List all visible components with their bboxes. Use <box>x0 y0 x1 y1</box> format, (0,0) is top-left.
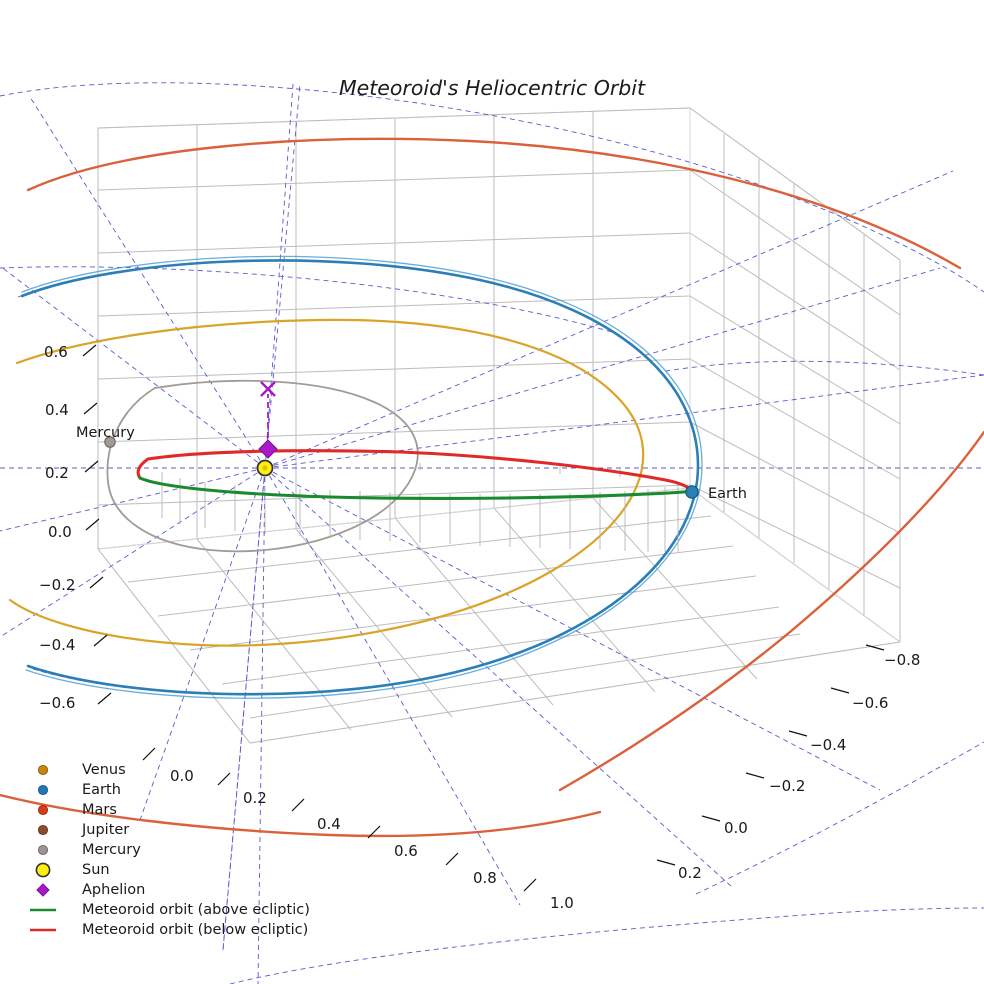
y-axis-tick-labels: −0.8 −0.6 −0.4 −0.2 0.0 0.2 <box>678 651 920 882</box>
z-tick-label-0: 0.6 <box>44 343 68 361</box>
legend-item-aphelion[interactable]: Aphelion <box>36 882 145 898</box>
x-tick-label-1: 0.2 <box>243 789 267 807</box>
y-tick-label-5: 0.2 <box>678 864 702 882</box>
aphelion-projection-connector <box>260 381 276 448</box>
z-tick-label-2: 0.2 <box>45 464 69 482</box>
sun-marker[interactable] <box>256 459 274 477</box>
legend-item-mars[interactable]: Mars <box>37 802 117 818</box>
legend-item-meteoroid-orbit-below-ecliptic[interactable]: Meteoroid orbit (below ecliptic) <box>30 922 308 938</box>
z-tick-label-1: 0.4 <box>45 401 69 419</box>
meteoroid-orbit-below-ecliptic <box>136 449 694 493</box>
legend-item-label: Sun <box>82 862 110 878</box>
radial-helper-lines <box>0 82 984 984</box>
y-tick-label-0: −0.8 <box>884 651 920 669</box>
mercury-marker[interactable] <box>104 436 116 448</box>
legend-item-mercury[interactable]: Mercury <box>37 842 141 858</box>
legend-dot-swatch <box>37 824 49 836</box>
legend-item-label: Venus <box>82 762 126 778</box>
z-tick-label-4: −0.2 <box>39 576 75 594</box>
x-axis-tick-labels: 0.0 0.2 0.4 0.6 0.8 1.0 <box>170 767 574 912</box>
orbit-mercury <box>106 379 419 553</box>
legend-dot-swatch <box>35 862 51 878</box>
x-tick-label-2: 0.4 <box>317 815 341 833</box>
earth-label: Earth <box>708 486 747 502</box>
y-tick-label-1: −0.6 <box>852 694 888 712</box>
z-tick-label-6: −0.6 <box>39 694 75 712</box>
z-axis-tick-labels: 0.6 0.4 0.2 0.0 −0.2 −0.4 −0.6 <box>39 343 75 712</box>
y-tick-label-3: −0.2 <box>769 777 805 795</box>
legend-dot-swatch <box>37 804 49 816</box>
legend-item-label: Earth <box>82 782 121 798</box>
axis-tickmarks <box>82 344 885 892</box>
x-tick-label-5: 1.0 <box>550 894 574 912</box>
earth-marker[interactable] <box>685 485 699 499</box>
legend-item-venus[interactable]: Venus <box>37 762 126 778</box>
legend-item-label: Meteoroid orbit (below ecliptic) <box>82 922 308 938</box>
z-tick-label-3: 0.0 <box>48 523 72 541</box>
mercury-label: Mercury <box>76 425 135 441</box>
aphelion-projection-x-icon <box>260 381 276 397</box>
legend-item-label: Jupiter <box>81 822 129 838</box>
orbit-earth <box>20 255 703 699</box>
y-tick-label-2: −0.4 <box>810 736 846 754</box>
orbit-mars <box>0 137 984 838</box>
legend: Venus Earth Mars Jupiter Mercury Sun Aphelion M… <box>30 762 310 938</box>
legend-item-label: Mars <box>82 802 117 818</box>
legend-dot-swatch <box>37 784 49 796</box>
legend-dot-swatch <box>37 764 49 776</box>
x-tick-label-0: 0.0 <box>170 767 194 785</box>
legend-item-label: Aphelion <box>82 882 145 898</box>
orbit-venus <box>8 318 645 647</box>
legend-item-meteoroid-orbit-above-ecliptic[interactable]: Meteoroid orbit (above ecliptic) <box>30 902 310 918</box>
legend-diamond-swatch <box>36 883 50 897</box>
y-tick-label-4: 0.0 <box>724 819 748 837</box>
meteoroid-orbit-above-ecliptic <box>138 476 694 500</box>
orbit-drop-stems <box>161 463 679 552</box>
legend-item-jupiter[interactable]: Jupiter <box>37 822 129 838</box>
legend-item-earth[interactable]: Earth <box>37 782 121 798</box>
aphelion-marker[interactable] <box>258 439 278 459</box>
legend-dot-swatch <box>37 844 49 856</box>
legend-item-label: Mercury <box>82 842 141 858</box>
z-tick-label-5: −0.4 <box>39 636 75 654</box>
x-tick-label-4: 0.8 <box>473 869 497 887</box>
grid-bottom-pane <box>97 487 902 744</box>
legend-item-sun[interactable]: Sun <box>35 862 110 878</box>
grid-right-pane <box>689 107 901 643</box>
axes-panes <box>97 107 902 744</box>
page-title: Meteoroid's Heliocentric Orbit <box>339 76 646 100</box>
legend-item-label: Meteoroid orbit (above ecliptic) <box>82 902 310 918</box>
x-tick-label-3: 0.6 <box>394 842 418 860</box>
